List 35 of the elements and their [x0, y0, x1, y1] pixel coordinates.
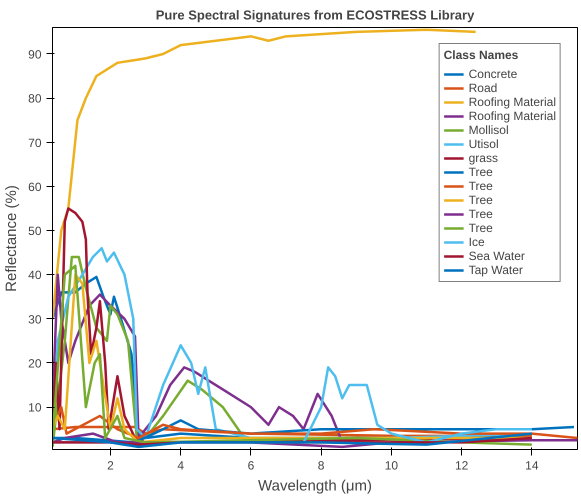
x-tick-label: 14 [525, 458, 539, 472]
x-tick-label: 4 [177, 458, 184, 472]
legend-title: Class Names [444, 48, 520, 62]
y-tick-label: 80 [28, 92, 42, 106]
legend-label: Tree [468, 179, 493, 193]
legend-label: Ice [468, 235, 486, 249]
x-tick-label: 12 [454, 458, 469, 472]
legend-label: Tap Water [468, 263, 523, 277]
legend-label: Utisol [468, 137, 499, 151]
legend-label: Roofing Material [468, 95, 556, 109]
y-tick-label: 10 [28, 400, 42, 415]
legend-label: Sea Water [468, 249, 525, 263]
legend-label: Concrete [468, 67, 518, 81]
y-tick-label: 90 [28, 47, 42, 62]
y-tick-label: 70 [28, 136, 42, 150]
y-tick-label: 40 [28, 268, 42, 282]
legend-label: Tree [468, 193, 493, 207]
legend-label: Road [468, 81, 498, 95]
y-tick-label: 20 [28, 356, 42, 370]
y-tick-label: 60 [28, 180, 42, 194]
legend-label: Tree [468, 221, 493, 235]
legend-label: Roofing Material [468, 109, 556, 123]
y-tick-label: 50 [28, 224, 42, 238]
y-tick-label: 30 [28, 312, 42, 326]
x-tick-label: 10 [384, 458, 398, 472]
x-tick-label: 6 [248, 458, 255, 472]
x-axis-title: Wavelength (μm) [258, 478, 372, 494]
legend-label: Tree [468, 165, 493, 179]
x-tick-label: 8 [318, 458, 325, 472]
legend-label: grass [468, 151, 498, 165]
legend-label: Mollisol [468, 123, 509, 137]
legend-label: Tree [468, 207, 493, 221]
x-tick-label: 2 [107, 458, 114, 472]
y-axis-title: Reflectance (%) [3, 185, 20, 292]
chart-title: Pure Spectral Signatures from ECOSTRESS Library [156, 8, 476, 22]
